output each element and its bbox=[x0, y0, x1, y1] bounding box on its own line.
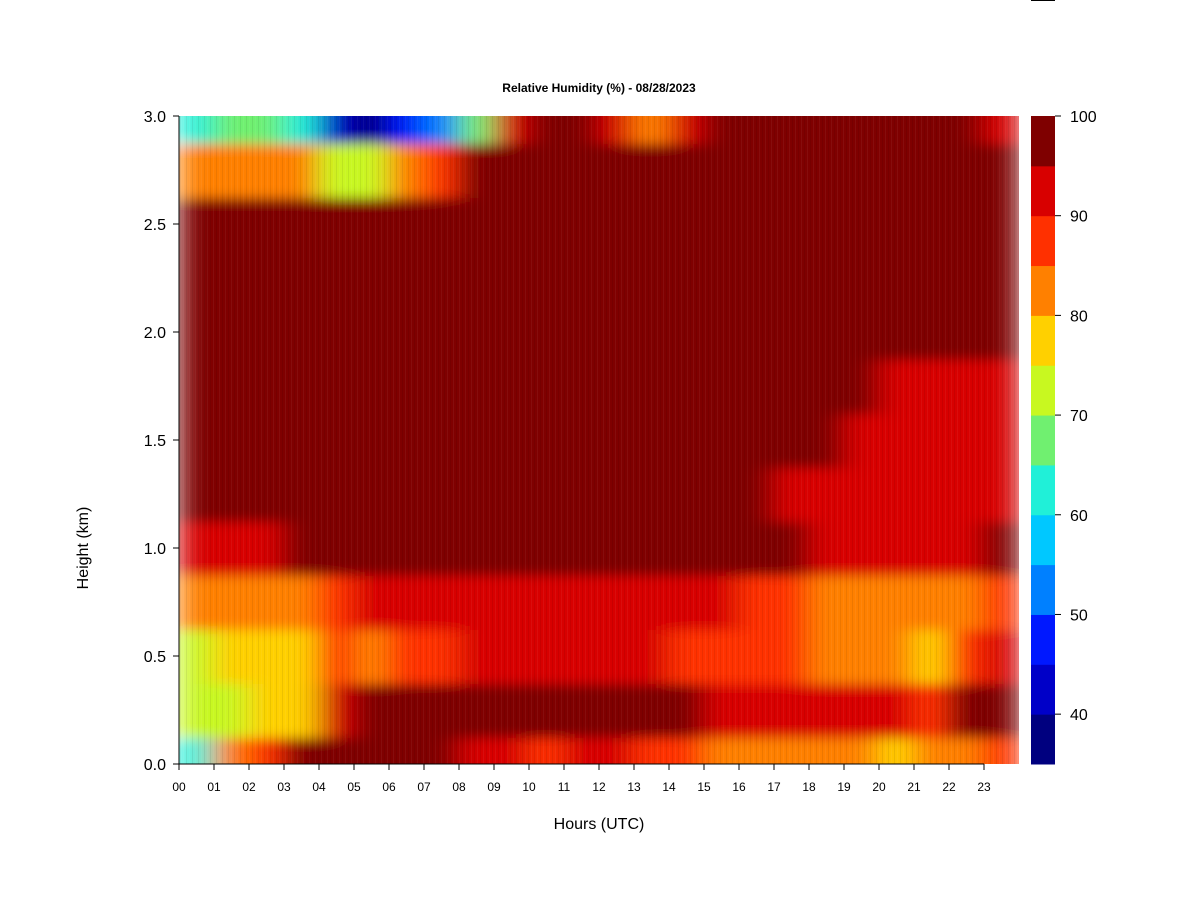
colorbar-swatch bbox=[1031, 315, 1055, 366]
colorbar-swatch bbox=[1031, 116, 1055, 167]
colorbar-tick-label: 70 bbox=[1070, 408, 1088, 425]
colorbar-swatch bbox=[1031, 714, 1055, 765]
colorbar-tick-label: 40 bbox=[1070, 707, 1088, 724]
x-tick-label: 18 bbox=[802, 780, 816, 794]
y-tick-label: 1.0 bbox=[144, 541, 166, 558]
x-tick-label: 16 bbox=[732, 780, 746, 794]
corner-tick-mark bbox=[1031, 0, 1055, 1]
chart-title: Relative Humidity (%) - 08/28/2023 bbox=[502, 81, 696, 95]
x-tick-label: 02 bbox=[242, 780, 256, 794]
x-tick-label: 06 bbox=[382, 780, 396, 794]
x-tick-label: 20 bbox=[872, 780, 886, 794]
x-tick-label: 09 bbox=[487, 780, 501, 794]
x-tick-label: 17 bbox=[767, 780, 781, 794]
colorbar-swatch bbox=[1031, 215, 1055, 267]
x-tick-label: 05 bbox=[347, 780, 361, 794]
y-tick-label: 2.0 bbox=[144, 325, 166, 342]
heatmap-field bbox=[179, 116, 1019, 764]
x-tick-label: 01 bbox=[207, 780, 221, 794]
colorbar-tick-label: 60 bbox=[1070, 508, 1088, 525]
x-tick-label: 23 bbox=[977, 780, 991, 794]
colorbar-swatch bbox=[1031, 664, 1055, 715]
x-tick-label: 12 bbox=[592, 780, 606, 794]
colorbar-swatch bbox=[1031, 265, 1055, 316]
x-tick-label: 15 bbox=[697, 780, 711, 794]
colorbar-swatch bbox=[1031, 464, 1055, 516]
x-axis: 00 01 02 03 04 05 06 07 08 09 10 11 12 13 14 15 16 17 18 19… bbox=[172, 763, 991, 794]
colorbar: 40 50 60 70 80 90 100 bbox=[1031, 109, 1097, 765]
colorbar-swatch bbox=[1031, 514, 1055, 566]
y-axis-label: Height (km) bbox=[75, 507, 92, 590]
colorbar-swatch bbox=[1031, 165, 1055, 217]
x-tick-label: 03 bbox=[277, 780, 291, 794]
colorbar-swatch bbox=[1031, 365, 1055, 416]
colorbar-swatch bbox=[1031, 564, 1055, 615]
x-tick-label: 11 bbox=[558, 780, 571, 794]
y-tick-label: 0.5 bbox=[144, 649, 166, 666]
x-tick-label: 14 bbox=[662, 780, 676, 794]
x-tick-label: 10 bbox=[522, 780, 536, 794]
colorbar-tick-label: 80 bbox=[1070, 308, 1088, 325]
x-tick-label: 22 bbox=[942, 780, 956, 794]
y-tick-label: 1.5 bbox=[144, 433, 166, 450]
x-tick-label: 19 bbox=[837, 780, 851, 794]
y-tick-label: 0.0 bbox=[144, 757, 166, 774]
colorbar-tick-label: 50 bbox=[1070, 607, 1088, 624]
x-tick-label: 07 bbox=[417, 780, 431, 794]
y-tick-label: 2.5 bbox=[144, 217, 166, 234]
y-axis: 0.0 0.5 1.0 1.5 2.0 2.5 3.0 bbox=[144, 109, 180, 774]
colorbar-swatch bbox=[1031, 614, 1055, 665]
x-tick-label: 00 bbox=[172, 780, 186, 794]
x-axis-label: Hours (UTC) bbox=[554, 816, 645, 833]
x-tick-label: 08 bbox=[452, 780, 466, 794]
y-tick-label: 3.0 bbox=[144, 109, 166, 126]
x-tick-label: 21 bbox=[907, 780, 921, 794]
colorbar-tick-label: 100 bbox=[1070, 109, 1097, 126]
x-tick-label: 04 bbox=[312, 780, 326, 794]
colorbar-swatch bbox=[1031, 415, 1055, 466]
colorbar-tick-label: 90 bbox=[1070, 209, 1088, 226]
x-tick-label: 13 bbox=[627, 780, 641, 794]
